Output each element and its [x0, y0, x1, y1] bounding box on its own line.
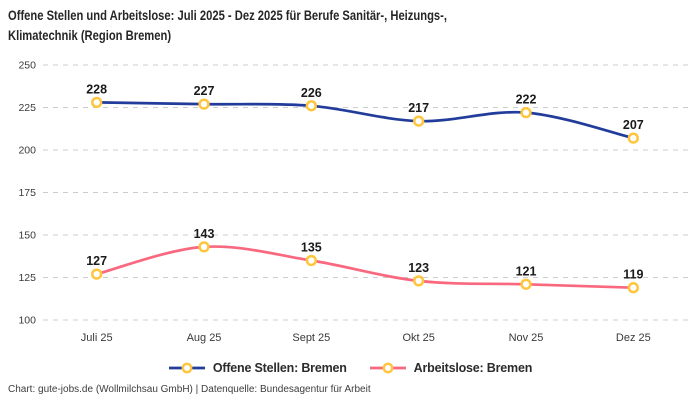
legend-item[interactable]: Offene Stellen: Bremen — [168, 361, 347, 375]
data-point-label: 127 — [86, 254, 107, 268]
y-tick-label: 150 — [18, 230, 36, 242]
chart-title-line1: Offene Stellen und Arbeitslose: Juli 202… — [8, 7, 447, 23]
data-point-marker[interactable] — [305, 254, 317, 267]
data-point-marker[interactable] — [198, 98, 210, 110]
data-point-marker[interactable] — [91, 96, 103, 109]
data-point-label: 135 — [301, 241, 322, 255]
data-point-marker[interactable] — [413, 275, 425, 287]
plot-area: 250 225 200 175 150 125 100 Juli 25 Aug 25 Sept 2… — [18, 60, 692, 344]
data-point-marker[interactable] — [627, 132, 639, 144]
data-point-label: 119 — [623, 268, 643, 282]
data-point-marker[interactable] — [305, 100, 317, 112]
data-point-marker[interactable] — [198, 241, 210, 253]
footer-credit: Chart: gute-jobs.de (Wollmilchsau GmbH) … — [8, 384, 371, 395]
x-tick-label: Dez 25 — [616, 332, 651, 344]
data-point-marker[interactable] — [627, 282, 639, 294]
data-point-label: 123 — [408, 261, 429, 275]
chart-title-line2: Klimatechnik (Region Bremen) — [8, 26, 172, 43]
data-point-label: 222 — [516, 93, 537, 107]
legend-item[interactable]: Arbeitslose: Bremen — [369, 361, 532, 375]
y-tick-label: 225 — [18, 102, 36, 114]
data-point-label: 228 — [86, 82, 107, 96]
data-point-marker[interactable] — [520, 278, 532, 290]
y-tick-label: 200 — [18, 145, 36, 157]
chart-title: Offene Stellen und Arbeitslose: Juli 202… — [8, 6, 552, 45]
data-point-label: 143 — [194, 227, 215, 241]
data-point-marker[interactable] — [91, 268, 103, 280]
data-point-label: 226 — [301, 86, 322, 100]
data-point-marker[interactable] — [413, 115, 425, 127]
series-line — [95, 245, 635, 290]
legend-swatch-icon — [369, 362, 406, 374]
legend-label: Offene Stellen: Bremen — [212, 361, 347, 375]
legend-swatch-icon — [168, 362, 205, 374]
data-point-label: 121 — [516, 264, 537, 278]
legend: Offene Stellen: Bremen Arbeitslose: Breme… — [0, 356, 700, 380]
series-line — [95, 101, 635, 140]
x-tick-label: Juli 25 — [81, 332, 113, 344]
x-tick-label: Sept 25 — [292, 332, 330, 344]
y-tick-label: 250 — [18, 60, 36, 72]
y-tick-label: 100 — [18, 315, 36, 327]
data-point-marker[interactable] — [520, 106, 532, 119]
legend-label: Arbeitslose: Bremen — [413, 361, 533, 375]
data-point-label: 207 — [623, 118, 644, 132]
data-point-label: 217 — [408, 101, 429, 115]
data-point-label: 227 — [194, 84, 215, 98]
x-tick-label: Aug 25 — [187, 332, 222, 344]
y-tick-label: 175 — [18, 187, 36, 199]
x-tick-label: Nov 25 — [509, 332, 544, 344]
x-tick-label: Okt 25 — [402, 332, 434, 344]
y-tick-label: 125 — [18, 272, 36, 284]
